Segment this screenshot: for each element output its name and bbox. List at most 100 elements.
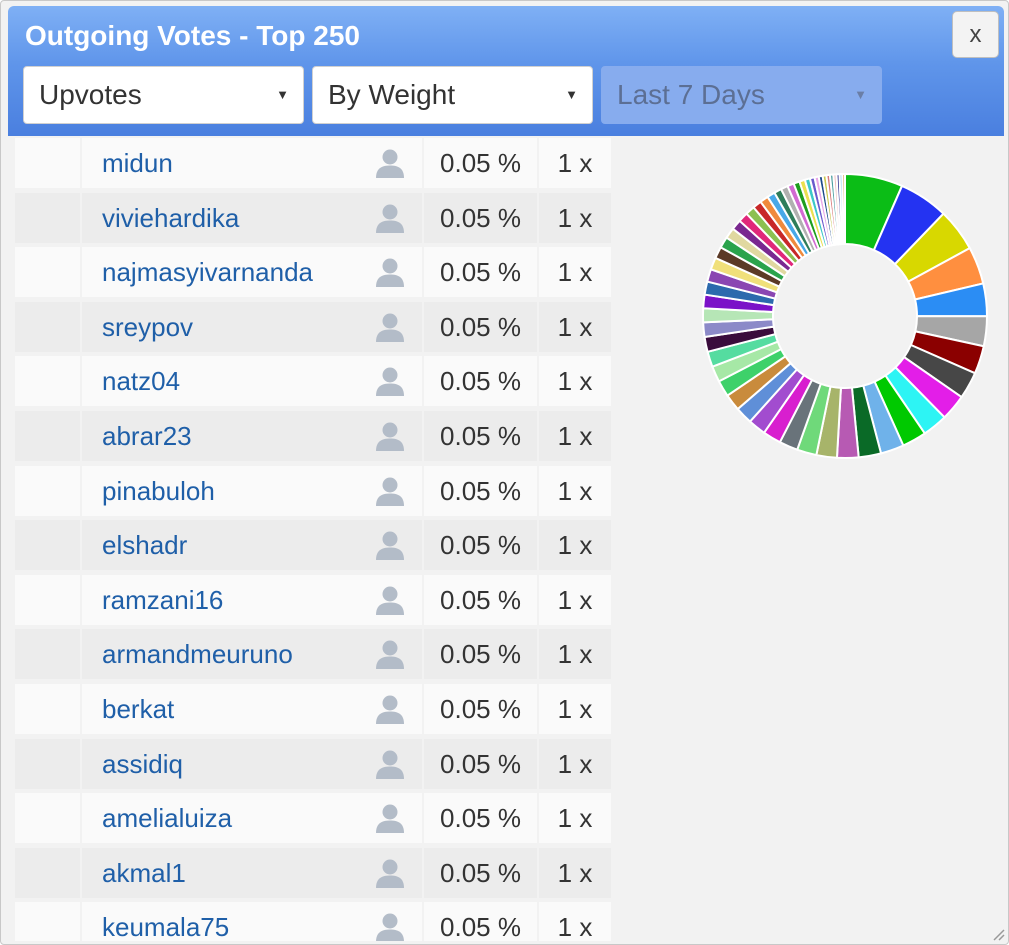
percent-cell: 0.05 %: [424, 520, 537, 571]
percent-cell: 0.05 %: [424, 847, 537, 898]
vote-type-value: Upvotes: [39, 79, 142, 110]
rank-cell: [15, 902, 80, 941]
user-avatar-icon[interactable]: [374, 748, 406, 780]
vote-count: 1 x: [557, 420, 593, 451]
table-row: amelialuiza 0.05 % 1 x: [15, 791, 619, 846]
table-row: pinabuloh 0.05 % 1 x: [15, 464, 619, 519]
voter-link[interactable]: midun: [102, 148, 173, 178]
rank-cell: [15, 410, 80, 461]
sort-select[interactable]: By Weight ▼: [312, 66, 593, 124]
vote-percent: 0.05 %: [440, 311, 521, 342]
table-row: berkat 0.05 % 1 x: [15, 682, 619, 737]
vote-count: 1 x: [557, 639, 593, 670]
vote-count: 1 x: [557, 202, 593, 233]
percent-cell: 0.05 %: [424, 738, 537, 789]
percent-cell: 0.05 %: [424, 465, 537, 516]
user-avatar-icon[interactable]: [374, 693, 406, 725]
voter-link[interactable]: elshadr: [102, 530, 188, 561]
user-avatar-icon[interactable]: [374, 365, 406, 397]
count-cell: 1 x: [539, 138, 611, 188]
voter-link[interactable]: berkat: [102, 693, 175, 724]
vote-percent: 0.05 %: [440, 366, 521, 397]
sort-value: By Weight: [328, 79, 456, 110]
user-avatar-icon[interactable]: [374, 475, 406, 507]
count-cell: 1 x: [539, 192, 611, 243]
user-avatar-icon[interactable]: [374, 802, 406, 834]
rank-cell: [15, 356, 80, 407]
vote-percent: 0.05 %: [440, 803, 521, 834]
voter-link[interactable]: keumala75: [102, 912, 230, 941]
voter-link[interactable]: natz04: [102, 366, 181, 397]
voter-cell: midun: [82, 138, 422, 188]
user-avatar-icon[interactable]: [374, 147, 406, 179]
voter-link[interactable]: amelialuiza: [102, 803, 233, 834]
voter-link[interactable]: assidiq: [102, 748, 183, 779]
chevron-down-icon: ▼: [565, 87, 578, 102]
percent-cell: 0.05 %: [424, 247, 537, 298]
table-row: assidiq 0.05 % 1 x: [15, 737, 619, 792]
vote-percent: 0.05 %: [440, 530, 521, 561]
rank-cell: [15, 247, 80, 298]
period-value: Last 7 Days: [617, 79, 765, 110]
vote-count: 1 x: [557, 530, 593, 561]
voter-link[interactable]: ramzani16: [102, 584, 224, 615]
voter-cell: keumala75: [82, 902, 422, 941]
percent-cell: 0.05 %: [424, 683, 537, 734]
voter-link[interactable]: najmasyivarnanda: [102, 257, 314, 288]
table-row: ramzani16 0.05 % 1 x: [15, 573, 619, 628]
count-cell: 1 x: [539, 574, 611, 625]
voter-link[interactable]: sreypov: [102, 311, 194, 342]
voter-link[interactable]: akmal1: [102, 857, 186, 888]
percent-cell: 0.05 %: [424, 301, 537, 352]
table-row: elshadr 0.05 % 1 x: [15, 518, 619, 573]
voter-cell: elshadr: [82, 520, 422, 571]
percent-cell: 0.05 %: [424, 902, 537, 941]
vote-percent: 0.05 %: [440, 857, 521, 888]
voter-cell: akmal1: [82, 847, 422, 898]
period-select[interactable]: Last 7 Days ▼: [601, 66, 882, 124]
vote-percent: 0.05 %: [440, 912, 521, 941]
user-avatar-icon[interactable]: [374, 857, 406, 889]
vote-percent: 0.05 %: [440, 748, 521, 779]
count-cell: 1 x: [539, 793, 611, 844]
user-avatar-icon[interactable]: [374, 256, 406, 288]
voter-cell: amelialuiza: [82, 793, 422, 844]
vote-percent: 0.05 %: [440, 584, 521, 615]
user-avatar-icon[interactable]: [374, 911, 406, 941]
user-avatar-icon[interactable]: [374, 420, 406, 452]
percent-cell: 0.05 %: [424, 138, 537, 188]
table-row: keumala75 0.05 % 1 x: [15, 900, 619, 941]
user-avatar-icon[interactable]: [374, 638, 406, 670]
rank-cell: [15, 301, 80, 352]
user-avatar-icon[interactable]: [374, 311, 406, 343]
count-cell: 1 x: [539, 465, 611, 516]
table-row: midun 0.05 % 1 x: [15, 136, 619, 191]
resize-handle-icon[interactable]: [991, 927, 1005, 941]
chevron-down-icon: ▼: [276, 87, 289, 102]
voter-link[interactable]: pinabuloh: [102, 475, 215, 506]
rank-cell: [15, 465, 80, 516]
rank-cell: [15, 192, 80, 243]
voter-link[interactable]: armandmeuruno: [102, 639, 293, 670]
user-avatar-icon[interactable]: [374, 529, 406, 561]
close-button[interactable]: x: [952, 11, 999, 58]
voter-link[interactable]: viviehardika: [102, 202, 240, 233]
donut-slice[interactable]: [841, 172, 846, 246]
rank-cell: [15, 138, 80, 188]
count-cell: 1 x: [539, 683, 611, 734]
user-avatar-icon[interactable]: [374, 202, 406, 234]
voter-cell: ramzani16: [82, 574, 422, 625]
voter-link[interactable]: abrar23: [102, 420, 192, 451]
vote-percent: 0.05 %: [440, 202, 521, 233]
vote-count: 1 x: [557, 693, 593, 724]
table-row: najmasyivarnanda 0.05 % 1 x: [15, 245, 619, 300]
table-row: sreypov 0.05 % 1 x: [15, 300, 619, 355]
dialog-header: Outgoing Votes - Top 250 x Upvotes ▼ By …: [8, 6, 1004, 136]
percent-cell: 0.05 %: [424, 574, 537, 625]
rank-cell: [15, 520, 80, 571]
user-avatar-icon[interactable]: [374, 584, 406, 616]
table-row: viviehardika 0.05 % 1 x: [15, 191, 619, 246]
vote-type-select[interactable]: Upvotes ▼: [23, 66, 304, 124]
voter-cell: assidiq: [82, 738, 422, 789]
voter-cell: abrar23: [82, 410, 422, 461]
